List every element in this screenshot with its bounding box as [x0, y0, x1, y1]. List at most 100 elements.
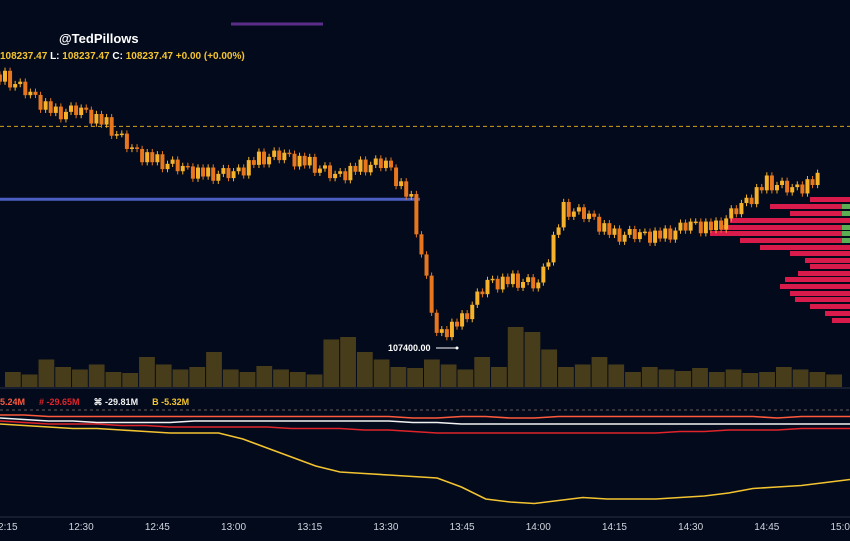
candle-body — [551, 234, 556, 263]
candle-body — [190, 166, 195, 179]
candle-body — [576, 207, 581, 212]
candle-body — [175, 159, 180, 172]
volume-bar — [625, 372, 641, 387]
profile-bar-sell — [798, 271, 850, 276]
candle-body — [424, 254, 429, 276]
candle-body — [414, 194, 419, 235]
candle-body — [328, 165, 333, 179]
cvd-line — [0, 414, 850, 419]
volume-bar — [122, 373, 139, 387]
candle-body — [683, 222, 688, 231]
candle-body — [48, 101, 53, 113]
candle-body — [546, 262, 551, 267]
volume-bar — [826, 374, 842, 387]
profile-bar-buy — [842, 231, 850, 236]
volume-bar — [105, 372, 122, 387]
volume-bar — [658, 369, 675, 387]
candle-body — [8, 70, 13, 88]
candle-body — [505, 276, 510, 285]
volume-bar — [239, 372, 256, 387]
profile-bar-buy — [842, 238, 850, 243]
candle-body — [185, 165, 190, 168]
volume-bar — [72, 369, 88, 387]
cvd-legend-entry: # -29.65M — [39, 397, 80, 407]
candle-body — [312, 156, 317, 173]
volume-bar — [38, 359, 55, 387]
candle-body — [302, 155, 307, 166]
candle-body — [160, 154, 165, 170]
cvd-lines — [0, 414, 850, 505]
candle-body — [480, 291, 485, 295]
candle-body — [449, 321, 454, 338]
candle-body — [810, 179, 815, 186]
candle-body — [353, 165, 358, 172]
profile-bar-sell — [760, 245, 850, 250]
profile-bar-buy — [842, 204, 850, 209]
cvd-legend-entry: B -5.32M — [152, 397, 190, 407]
cvd-legend: 5.24M # -29.65M ⌘ -29.81M B -5.32M — [0, 397, 203, 408]
candle-body — [515, 273, 520, 288]
candle-body — [531, 277, 536, 289]
candlesticks — [0, 67, 820, 341]
cvd-line — [0, 423, 850, 505]
candle-body — [780, 180, 785, 186]
volume-bar — [591, 357, 608, 387]
candle-body — [333, 173, 338, 179]
profile-bar-sell — [710, 231, 850, 236]
close-value: 108237.47 — [125, 51, 173, 62]
candle-body — [495, 278, 500, 290]
candle-body — [53, 106, 58, 113]
candle-body — [140, 148, 145, 163]
candle-body — [790, 187, 795, 193]
candle-body — [714, 220, 719, 231]
candle-body — [602, 223, 607, 232]
candle-body — [322, 165, 327, 169]
candle-body — [69, 105, 74, 112]
candle-body — [455, 321, 460, 327]
volume-bar — [289, 372, 306, 387]
candle-body — [785, 180, 790, 193]
candle-body — [262, 151, 267, 165]
candle-body — [703, 221, 708, 234]
candle-body — [627, 229, 632, 235]
candle-body — [734, 208, 739, 215]
open-value: 108237.47 — [0, 51, 48, 62]
volume-bar — [792, 369, 809, 387]
candle-body — [592, 213, 597, 217]
candle-body — [759, 187, 764, 191]
candle-body — [231, 171, 236, 179]
volume-bar — [491, 367, 507, 387]
volume-bar — [541, 349, 558, 387]
candle-body — [754, 187, 759, 205]
volume-bar — [206, 352, 222, 387]
volume-bar — [88, 364, 105, 387]
candle-body — [500, 276, 505, 290]
volume-bar — [5, 372, 21, 387]
candle-body — [764, 175, 769, 191]
candle-body — [216, 173, 221, 181]
candle-body — [510, 273, 515, 285]
profile-bar-sell — [832, 318, 850, 323]
volume-bars — [5, 327, 842, 387]
candle-body — [774, 185, 779, 191]
volume-bar — [507, 327, 524, 387]
x-tick-label: 14:45 — [754, 522, 780, 533]
candle-body — [693, 221, 698, 224]
candle-body — [84, 107, 89, 110]
candle-body — [642, 231, 647, 234]
candle-body — [658, 230, 663, 239]
volume-bar — [759, 372, 775, 387]
candle-body — [338, 171, 343, 174]
candle-body — [607, 223, 612, 235]
volume-bar — [55, 367, 72, 387]
close-label: C: — [112, 51, 123, 62]
profile-bar-buy — [842, 211, 850, 216]
candle-body — [317, 168, 322, 173]
candle-body — [719, 220, 724, 230]
candle-body — [135, 147, 140, 149]
volume-bar — [21, 374, 38, 387]
candle-body — [109, 117, 114, 136]
candle-body — [104, 117, 109, 125]
